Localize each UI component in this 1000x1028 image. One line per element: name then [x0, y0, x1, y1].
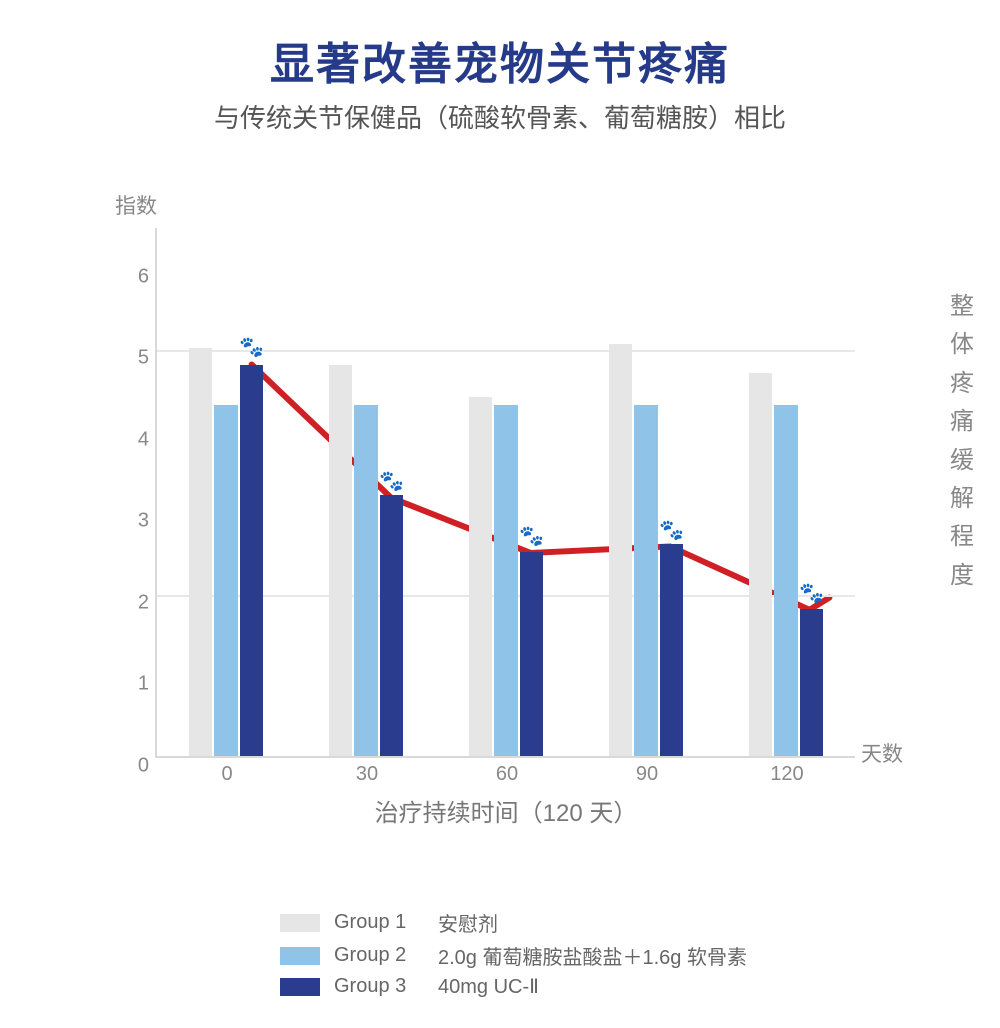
chart-title: 显著改善宠物关节疼痛 — [0, 28, 1000, 92]
legend-swatch — [280, 914, 320, 932]
legend-name: Group 2 — [334, 944, 424, 967]
y-tick: 2 — [127, 591, 149, 614]
y-tick: 5 — [127, 347, 149, 370]
legend-swatch — [280, 947, 320, 965]
x-axis-label-right: 天数 — [861, 738, 903, 768]
y-tick: 3 — [127, 510, 149, 533]
bar — [660, 544, 684, 756]
paw-icon: 🐾 — [659, 517, 684, 542]
x-tick: 120 — [770, 763, 803, 786]
paw-icon: 🐾 — [379, 468, 404, 493]
y-tick: 4 — [127, 428, 149, 451]
y-tick: 0 — [127, 755, 149, 778]
y-axis-label: 指数 — [115, 190, 157, 220]
bar — [240, 365, 264, 756]
bar — [329, 365, 353, 756]
legend-swatch — [280, 978, 320, 996]
chart-container: 指数 治疗持续时间（120 天） 天数 01234560306090120🐾🐾🐾… — [115, 198, 895, 818]
legend-name: Group 3 — [334, 975, 424, 998]
bar — [189, 348, 213, 756]
x-tick: 0 — [221, 763, 232, 786]
y-tick: 6 — [127, 265, 149, 288]
legend-item: Group 2 2.0g 葡萄糖胺盐酸盐＋1.6g 软骨素 — [280, 941, 747, 970]
x-tick: 90 — [636, 763, 658, 786]
bar — [800, 609, 824, 756]
bar — [380, 495, 404, 756]
legend-item: Group 1 安慰剂 — [280, 908, 747, 937]
legend-desc: 安慰剂 — [438, 908, 498, 937]
bar — [214, 405, 238, 756]
bar — [494, 405, 518, 756]
legend-name: Group 1 — [334, 911, 424, 934]
bar — [774, 405, 798, 756]
x-axis-label-bottom: 治疗持续时间（120 天） — [375, 793, 638, 828]
legend-item: Group 3 40mg UC-Ⅱ — [280, 974, 747, 999]
x-tick: 60 — [496, 763, 518, 786]
paw-icon: 🐾 — [519, 524, 544, 549]
bar — [469, 397, 493, 756]
bar — [520, 552, 544, 756]
y-tick: 1 — [127, 673, 149, 696]
chart-subtitle: 与传统关节保健品（硫酸软骨素、葡萄糖胺）相比 — [0, 98, 1000, 135]
bar — [609, 344, 633, 756]
bar — [749, 373, 773, 756]
legend-desc: 2.0g 葡萄糖胺盐酸盐＋1.6g 软骨素 — [438, 941, 747, 970]
legend-desc: 40mg UC-Ⅱ — [438, 974, 539, 999]
paw-icon: 🐾 — [799, 581, 824, 606]
bar — [634, 405, 658, 756]
paw-icon: 🐾 — [239, 334, 264, 359]
legend: Group 1安慰剂Group 22.0g 葡萄糖胺盐酸盐＋1.6g 软骨素Gr… — [280, 908, 747, 1003]
bar — [354, 405, 378, 756]
x-tick: 30 — [356, 763, 378, 786]
right-axis-label: 整体疼痛缓解程度 — [949, 288, 975, 595]
plot-area: 治疗持续时间（120 天） 天数 01234560306090120🐾🐾🐾🐾🐾 — [155, 228, 855, 758]
